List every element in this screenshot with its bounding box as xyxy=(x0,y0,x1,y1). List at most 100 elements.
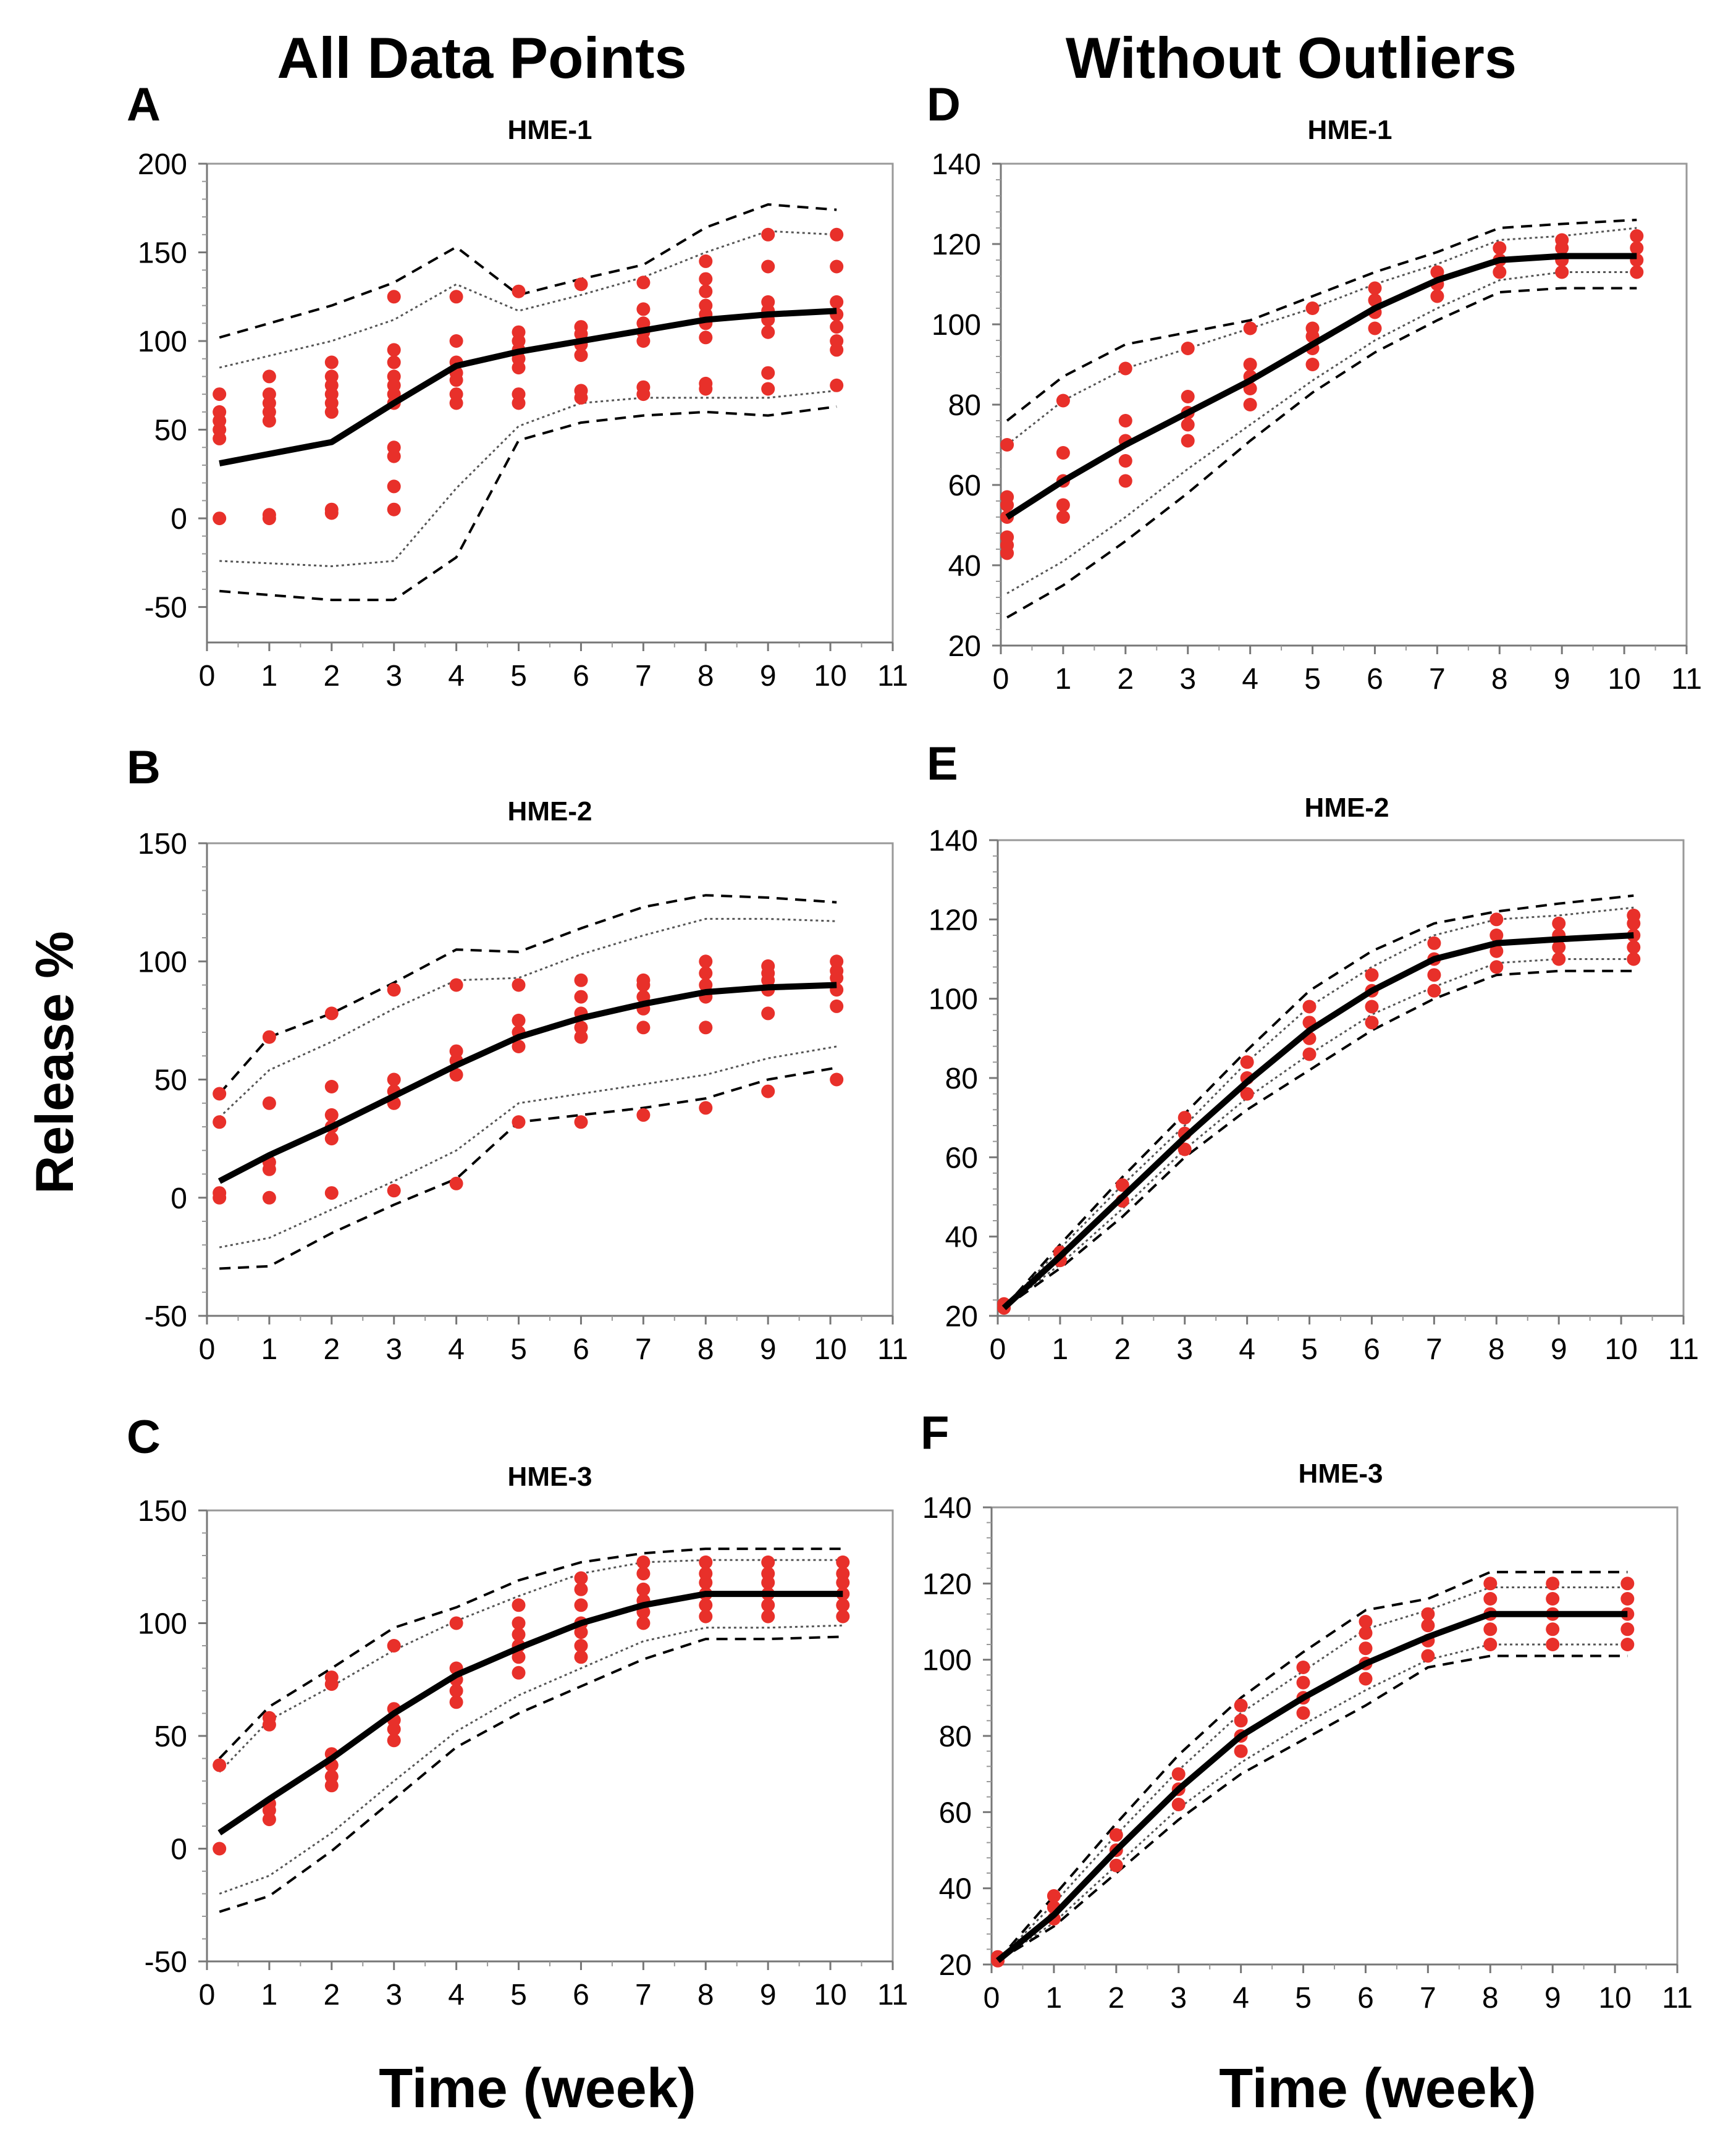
plot-frame xyxy=(997,839,1685,1317)
y-tick-label: 120 xyxy=(932,229,981,261)
outer-lower-line xyxy=(997,1654,1628,1962)
y-tick-label: 40 xyxy=(939,1873,972,1906)
data-point xyxy=(387,369,401,384)
y-tick-label: 150 xyxy=(138,1495,187,1528)
y-tick-label: 50 xyxy=(154,1064,187,1097)
data-point xyxy=(1181,418,1195,432)
outer-lower-line xyxy=(219,1066,837,1270)
data-point xyxy=(1234,1698,1248,1712)
data-point xyxy=(1171,1767,1186,1781)
data-point xyxy=(512,1627,526,1641)
x-tick-label: 11 xyxy=(877,1333,908,1366)
data-point xyxy=(512,1013,526,1027)
panel-letter: B xyxy=(127,741,161,794)
median-line xyxy=(217,1591,843,1836)
data-point xyxy=(262,369,276,384)
data-point xyxy=(1627,940,1641,954)
chart-panel-c: 0 1 2 3 4 5 6 7 8 9 10 11 -50 0 50 100 150 C HME-3 xyxy=(127,1411,908,2011)
data-point xyxy=(449,1176,463,1190)
data-point xyxy=(574,348,588,362)
data-point xyxy=(1365,1000,1379,1014)
outer-upper-line xyxy=(1003,894,1634,1309)
data-point xyxy=(1181,434,1195,448)
data-point xyxy=(836,1598,850,1612)
x-tick-label: 1 xyxy=(261,1333,278,1366)
x-tick-label: 8 xyxy=(697,660,714,693)
data-point xyxy=(830,334,844,348)
y-tick-label: 100 xyxy=(138,1608,187,1641)
y-tick-label: 140 xyxy=(929,825,978,857)
data-point xyxy=(213,1758,227,1772)
plot-frame xyxy=(990,1506,1679,1966)
data-point xyxy=(761,295,775,309)
data-point xyxy=(574,990,588,1004)
data-point xyxy=(761,227,775,242)
inner-lower-line xyxy=(1003,958,1634,1309)
x-tick-label: 5 xyxy=(1301,1333,1318,1366)
y-tick-label: 50 xyxy=(154,1720,187,1753)
data-point xyxy=(387,440,401,455)
data-point xyxy=(761,325,775,339)
y-tick-label: 150 xyxy=(138,828,187,861)
data-point xyxy=(449,334,463,348)
data-point xyxy=(1302,1000,1317,1014)
data-point xyxy=(1305,321,1320,335)
y-tick-label: 20 xyxy=(945,1300,978,1333)
data-point xyxy=(213,387,227,402)
data-point xyxy=(574,1021,588,1035)
y-tick-label: 0 xyxy=(171,1834,187,1866)
data-point xyxy=(761,959,775,973)
x-axis-label-left: Time (week) xyxy=(379,2058,696,2120)
data-point xyxy=(636,1567,651,1581)
data-point xyxy=(262,387,276,402)
data-point xyxy=(387,1072,401,1087)
data-point xyxy=(1118,361,1132,376)
inner-upper-line xyxy=(219,1559,843,1773)
panel-title: HME-3 xyxy=(508,1462,592,1492)
chart-panel-e: 0 1 2 3 4 5 6 7 8 9 10 11 20 40 60 80 100 120 140 E HME-2 xyxy=(927,738,1699,1366)
y-tick-label: 80 xyxy=(939,1720,972,1753)
data-point xyxy=(1630,229,1644,243)
chart-panel-a: 0 1 2 3 4 5 6 7 8 9 10 11 -50 0 50 100 150 200 A HME-1 xyxy=(127,78,908,693)
x-tick-label: 11 xyxy=(877,1979,908,2011)
data-point xyxy=(1359,1626,1373,1640)
x-tick-label: 6 xyxy=(1357,1982,1374,2015)
data-point xyxy=(1240,1087,1254,1101)
median-line xyxy=(217,982,837,1184)
data-point xyxy=(1552,952,1566,966)
panel-letter: C xyxy=(127,1411,161,1463)
data-point xyxy=(830,378,844,392)
x-tick-label: 0 xyxy=(199,1979,216,2011)
data-point xyxy=(761,1084,775,1098)
y-tick-label: 100 xyxy=(932,309,981,342)
data-point xyxy=(449,1067,463,1082)
data-point xyxy=(387,983,401,997)
x-tick-label: 11 xyxy=(1662,1982,1693,2015)
data-point xyxy=(387,343,401,357)
data-point xyxy=(449,1044,463,1058)
data-point xyxy=(262,1190,276,1205)
data-point xyxy=(1234,1744,1248,1758)
x-tick-label: 2 xyxy=(1108,1982,1124,2015)
data-point xyxy=(1243,398,1257,411)
data-point xyxy=(449,978,463,992)
data-point xyxy=(449,290,463,304)
data-point xyxy=(324,355,339,369)
outer-lower-line xyxy=(1003,969,1634,1309)
data-point xyxy=(1109,1858,1123,1872)
data-point xyxy=(1296,1661,1310,1674)
data-point xyxy=(636,276,651,290)
y-tick-label: 0 xyxy=(171,503,187,536)
data-point xyxy=(1243,358,1257,371)
chart-panel-d: 0 1 2 3 4 5 6 7 8 9 10 11 20 40 60 80 100 120 140 D HME-1 xyxy=(927,78,1702,696)
data-point xyxy=(574,277,588,292)
data-point xyxy=(1421,1619,1435,1633)
x-tick-label: 6 xyxy=(573,1333,589,1366)
data-point xyxy=(761,1006,775,1021)
data-point xyxy=(1483,1592,1498,1606)
data-point xyxy=(830,259,844,274)
data-point xyxy=(1555,233,1569,247)
x-tick-label: 0 xyxy=(984,1982,1000,2015)
panel-letter: D xyxy=(927,78,961,131)
